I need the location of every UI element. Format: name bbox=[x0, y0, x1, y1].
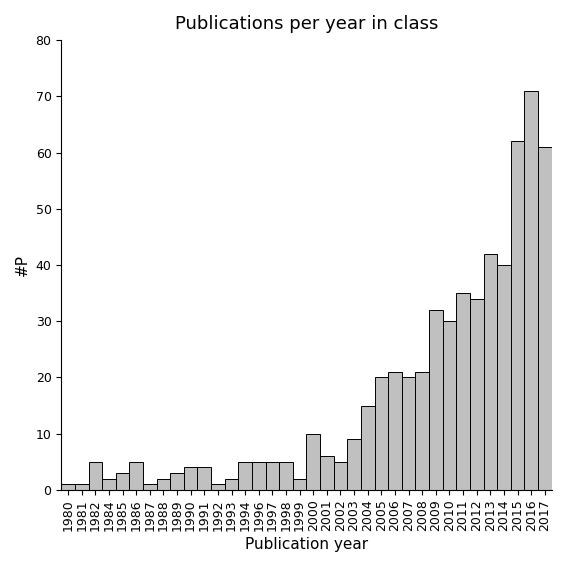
Bar bbox=[306, 434, 320, 490]
Bar bbox=[456, 293, 470, 490]
Bar bbox=[538, 147, 552, 490]
Bar bbox=[334, 462, 348, 490]
Bar bbox=[116, 473, 129, 490]
Bar bbox=[470, 299, 484, 490]
Bar bbox=[348, 439, 361, 490]
Bar bbox=[375, 378, 388, 490]
Bar bbox=[320, 456, 334, 490]
Bar bbox=[170, 473, 184, 490]
Bar bbox=[388, 372, 402, 490]
Bar bbox=[361, 405, 375, 490]
Bar bbox=[497, 265, 511, 490]
Bar bbox=[511, 141, 524, 490]
Bar bbox=[443, 321, 456, 490]
Bar bbox=[211, 484, 225, 490]
Bar bbox=[293, 479, 306, 490]
Bar bbox=[88, 462, 102, 490]
Bar bbox=[102, 479, 116, 490]
Bar bbox=[402, 378, 416, 490]
Bar bbox=[524, 91, 538, 490]
Bar bbox=[61, 484, 75, 490]
Title: Publications per year in class: Publications per year in class bbox=[175, 15, 438, 33]
Bar bbox=[429, 310, 443, 490]
Y-axis label: #P: #P bbox=[15, 254, 30, 276]
Bar bbox=[156, 479, 170, 490]
Bar bbox=[75, 484, 88, 490]
Bar bbox=[265, 462, 279, 490]
Bar bbox=[279, 462, 293, 490]
Bar bbox=[225, 479, 238, 490]
Bar bbox=[252, 462, 265, 490]
Bar bbox=[416, 372, 429, 490]
X-axis label: Publication year: Publication year bbox=[245, 537, 368, 552]
Bar bbox=[129, 462, 143, 490]
Bar bbox=[238, 462, 252, 490]
Bar bbox=[484, 254, 497, 490]
Bar bbox=[143, 484, 156, 490]
Bar bbox=[184, 467, 197, 490]
Bar bbox=[197, 467, 211, 490]
